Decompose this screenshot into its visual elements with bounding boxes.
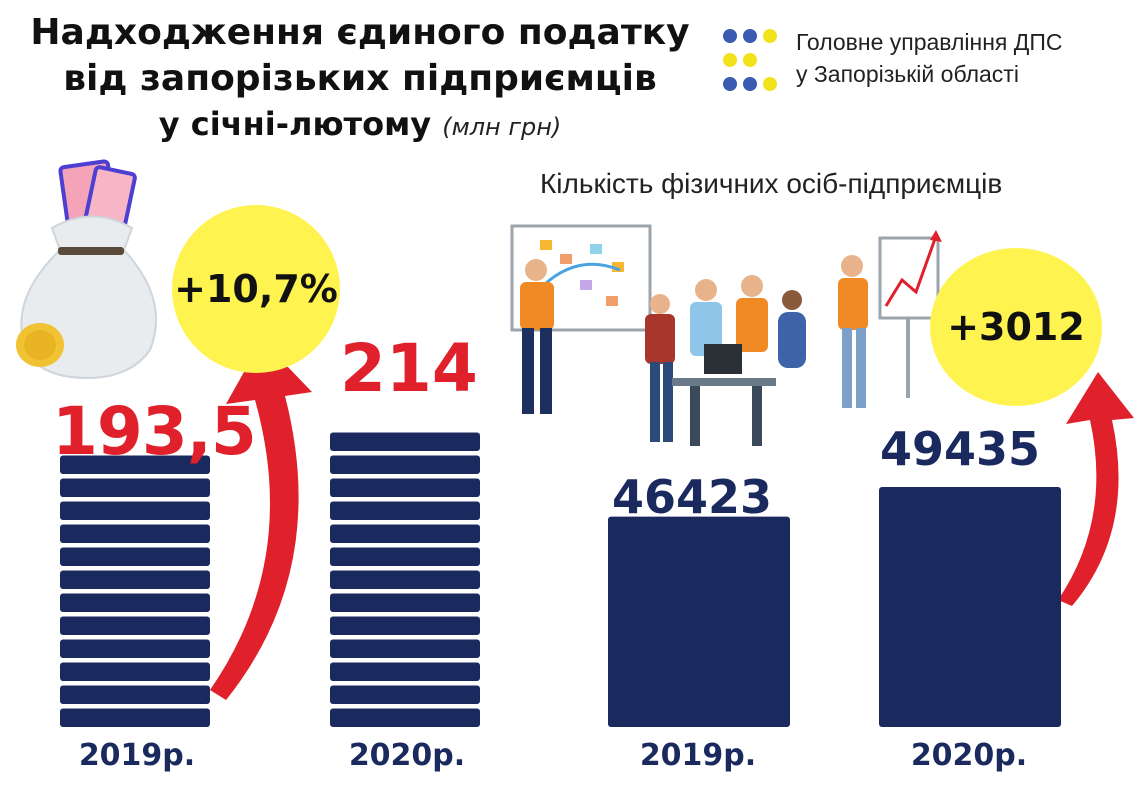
org-line-2: у Запорізькій області [796, 61, 1019, 87]
bar-tax-2020р.-stripe-7 [330, 547, 480, 566]
year-label-2020-count: 2020р. [910, 738, 1028, 773]
bar-tax-2019р.-stripe-4 [60, 616, 210, 635]
title-unit: (млн грн) [442, 113, 562, 141]
value-label-2020-tax-text: 214 [340, 330, 478, 407]
bar-tax-2019р.-stripe-7 [60, 547, 210, 566]
value-label-2020-count: 49435 [880, 422, 1040, 476]
bar-tax-2019р.-stripe-10 [60, 478, 210, 497]
bar-tax-2020р.-stripe-9 [330, 501, 480, 520]
bar-tax-2019р.-stripe-2 [60, 662, 210, 681]
bar-tax-2019р.-stripe-11 [60, 455, 210, 474]
bar-tax-2019р.-stripe-5 [60, 593, 210, 612]
value-label-2020-tax: 214 [340, 330, 478, 407]
dps-logo-icon [723, 29, 777, 91]
bar-tax-2019р.-stripe-6 [60, 570, 210, 589]
change-badge-2: +3012 [930, 248, 1102, 406]
team-illustration [510, 224, 942, 446]
value-label-2019-count-text: 46423 [612, 470, 773, 524]
year-label-2019-count: 2019р. [639, 738, 757, 773]
bar-tax-2020р.-stripe-10 [330, 478, 480, 497]
title-line-3: у січні-лютому (млн грн) [20, 102, 700, 149]
change-badge-2-label: +3012 [947, 305, 1085, 349]
page-title: Надходження єдиного податку від запорізь… [20, 10, 700, 149]
title-line-2: від запорізьких підприємців [63, 58, 657, 99]
bar-tax-2020р.-stripe-1 [330, 685, 480, 704]
growth-arrow-1-icon [210, 340, 312, 700]
bar-tax-2020р.-stripe-4 [330, 616, 480, 635]
money-bag-icon [16, 159, 157, 380]
bar-tax-2020р.-stripe-2 [330, 662, 480, 681]
change-badge-1: +10,7% [172, 205, 340, 373]
change-badge-1-label: +10,7% [174, 267, 338, 311]
growth-arrow-2-icon [1058, 372, 1134, 606]
bar-tax-2019р.-stripe-8 [60, 524, 210, 543]
bar-tax-2020р.-stripe-3 [330, 639, 480, 658]
chart-2-title: Кількість фізичних осіб-підприємців [540, 168, 1003, 199]
bar-tax-2020р.-stripe-11 [330, 455, 480, 474]
bar-tax-2020р.-stripe-5 [330, 593, 480, 612]
org-line-1: Головне управління ДПС [796, 29, 1063, 55]
bar-tax-2020р.-stripe-0 [330, 708, 480, 727]
value-label-2019-tax-text: 193,5 [52, 393, 257, 470]
bar-tax-2019р.-stripe-3 [60, 639, 210, 658]
bar-tax-2019р.-stripe-9 [60, 501, 210, 520]
title-line-1: Надходження єдиного податку [30, 12, 690, 53]
bar-tax-2020р.-stripe-12 [330, 432, 480, 451]
value-label-2019-count: 46423 [612, 470, 772, 524]
value-label-2019-tax: 193,5 [52, 393, 257, 470]
org-block: Головне управління ДПС у Запорізькій обл… [720, 20, 1140, 100]
title-line-3-text: у січні-лютому [158, 105, 432, 143]
bar-count-2019р. [608, 516, 790, 727]
bar-count-2020р. [879, 487, 1061, 727]
bar-tax-2020р.-stripe-6 [330, 570, 480, 589]
bar-tax-2020р.-stripe-8 [330, 524, 480, 543]
value-label-2020-count-text: 49435 [880, 422, 1041, 476]
bars-layer [60, 432, 1061, 727]
bar-tax-2019р.-stripe-1 [60, 685, 210, 704]
year-label-2020-tax: 2020р. [348, 738, 466, 773]
bar-tax-2019р.-stripe-0 [60, 708, 210, 727]
org-name: Головне управління ДПС у Запорізькій обл… [796, 26, 1063, 90]
year-label-2019-tax: 2019р. [78, 738, 196, 773]
